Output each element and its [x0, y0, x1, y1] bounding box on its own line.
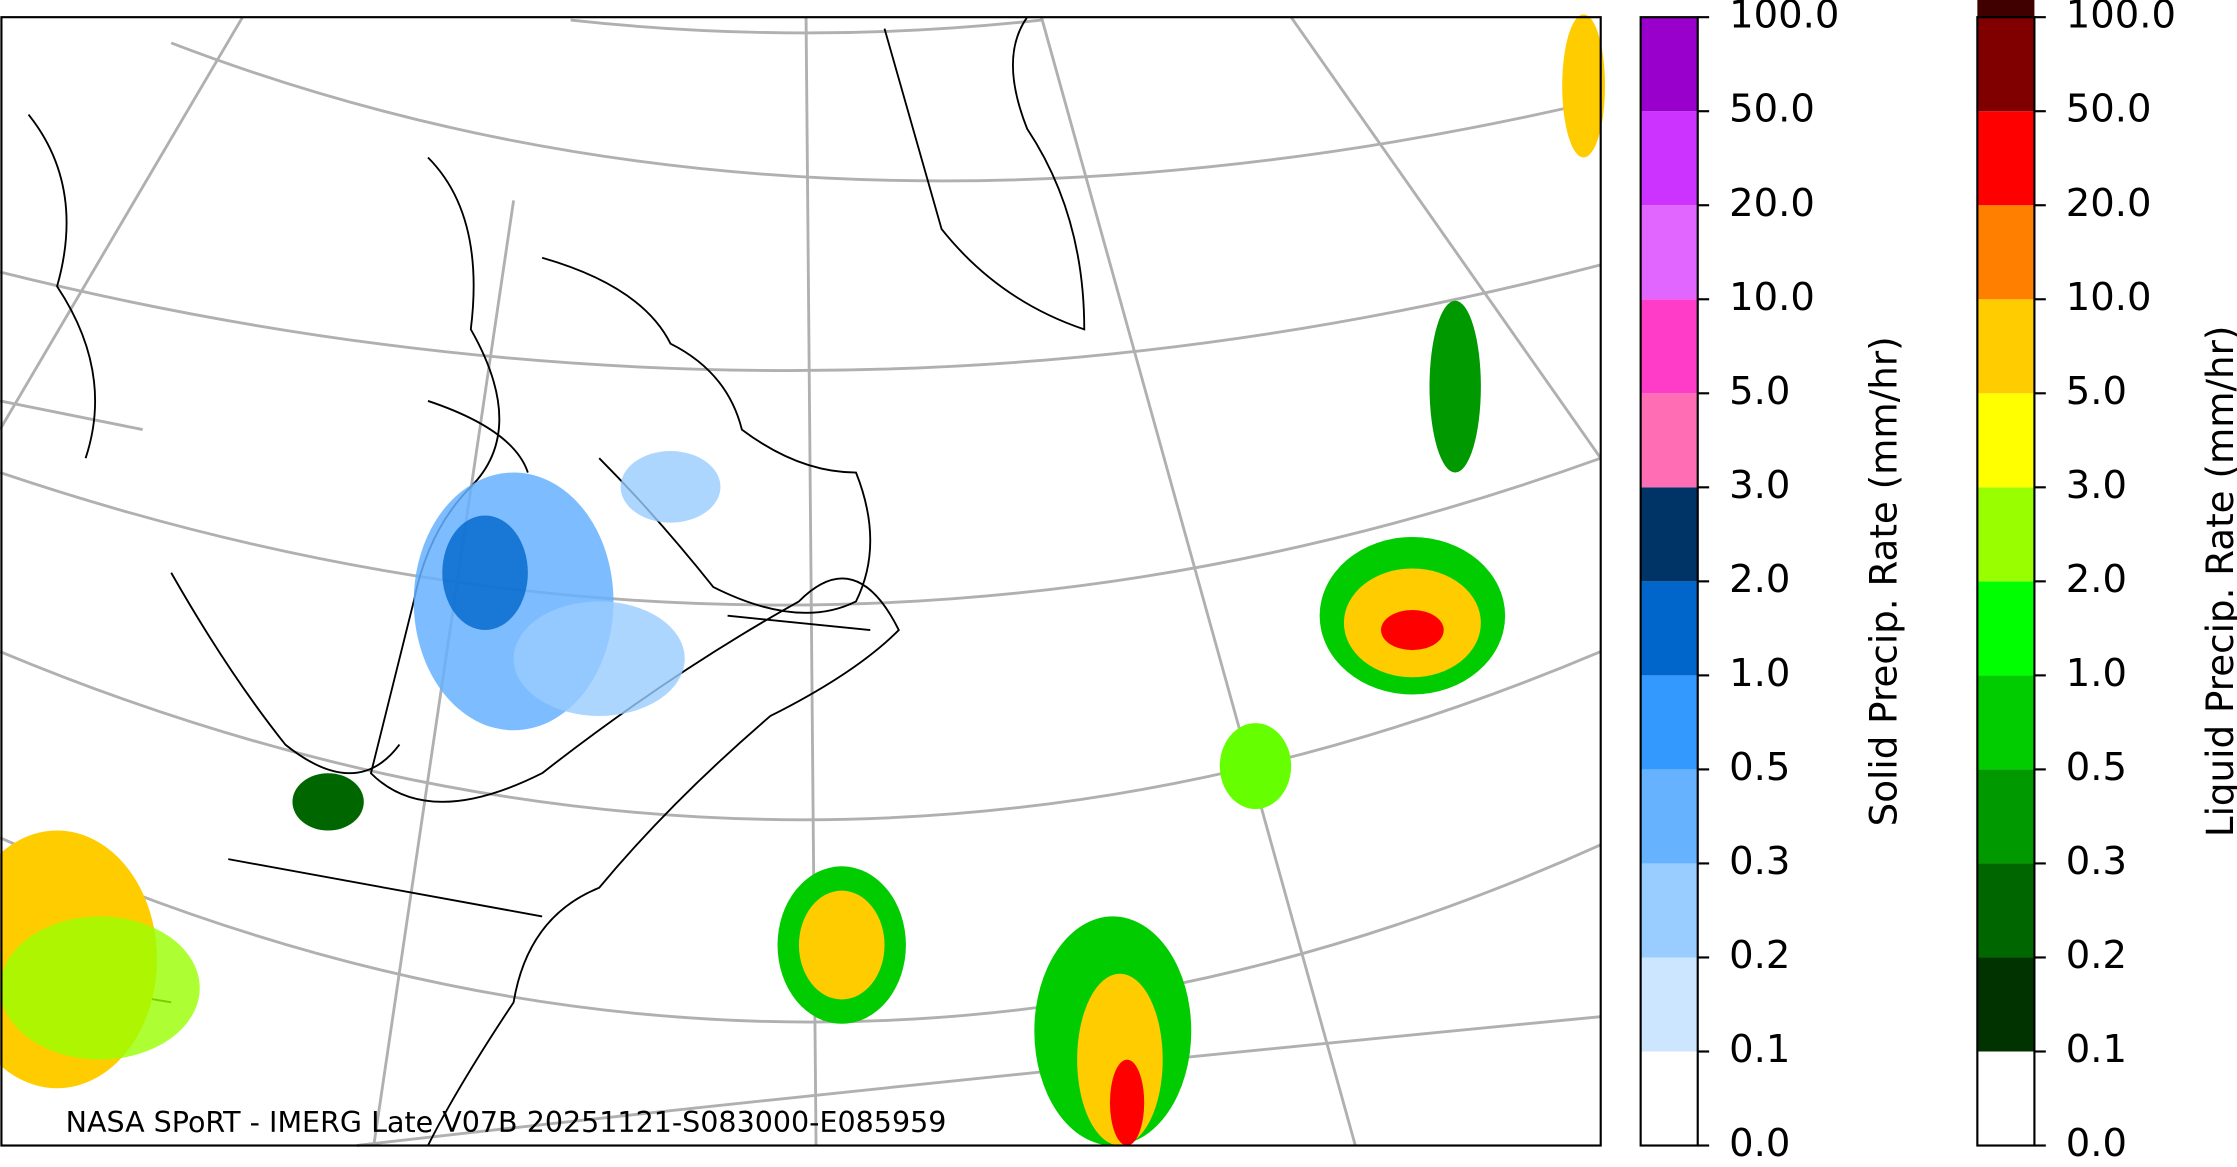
- color-segment: [1640, 863, 1698, 958]
- color-segment: [1977, 863, 2035, 958]
- color-segment: [1640, 111, 1698, 206]
- tick-label: 10.0: [2066, 275, 2152, 320]
- color-segment: [1977, 0, 2035, 18]
- tick-label: 100.0: [2066, 0, 2176, 38]
- tick-label: 50.0: [1729, 87, 1815, 132]
- tick-label: 50.0: [2066, 87, 2152, 132]
- tick-label: 0.1: [1729, 1027, 1790, 1072]
- tick-label: 20.0: [2066, 181, 2152, 226]
- tick-label: 0.1: [2066, 1027, 2127, 1072]
- tick-label: 0.2: [2066, 933, 2127, 978]
- color-segment: [1640, 205, 1698, 300]
- tick-label: 1.0: [1729, 651, 1790, 696]
- tick-label: 5.0: [1729, 369, 1790, 414]
- color-segment: [1977, 581, 2035, 676]
- colorbar-label: Liquid Precip. Rate (mm/hr): [2199, 326, 2237, 838]
- precipitation: [0, 14, 1605, 1146]
- tick-label: 2.0: [2066, 557, 2127, 602]
- color-segment: [1977, 1051, 2035, 1146]
- color-segment: [1977, 17, 2035, 112]
- color-segment: [1640, 393, 1698, 488]
- colorbar: 0.0 0.1 0.2 0.3 0.5 1.0 2.0 3.0 5.0 10.0 20.0 50.0 1…: [1639, 0, 1906, 1166]
- tick-label: 0.2: [1729, 933, 1790, 978]
- tick-label: 10.0: [1729, 275, 1815, 320]
- color-segment: [1640, 487, 1698, 582]
- tick-label: 100.0: [1729, 0, 1839, 38]
- tick-label: 20.0: [1729, 181, 1815, 226]
- caption: NASA SPoRT - IMERG Late V07B 20251121-S0…: [66, 1105, 947, 1139]
- color-segment: [1640, 17, 1698, 112]
- color-segment: [1977, 111, 2035, 206]
- color-segment: [1640, 769, 1698, 864]
- tick-label: 3.0: [2066, 463, 2127, 508]
- tick-label: 2.0: [1729, 557, 1790, 602]
- map: NASA SPoRT - IMERG Late V07B 20251121-S0…: [0, 14, 1605, 1147]
- color-segment: [1640, 299, 1698, 394]
- colorbar: 0.0 0.1 0.2 0.3 0.5 1.0 2.0 3.0 5.0 10.0 20.0 50.0 1…: [1976, 0, 2237, 1166]
- tick-label: 0.5: [2066, 745, 2127, 790]
- color-segment: [1640, 1051, 1698, 1146]
- colorbars: 0.0 0.1 0.2 0.3 0.5 1.0 2.0 3.0 5.0 10.0 20.0 50.0 1…: [1639, 0, 2237, 1166]
- color-segment: [1977, 675, 2035, 770]
- tick-label: 0.5: [1729, 745, 1790, 790]
- map-frame: [0, 16, 1602, 1147]
- tick-label: 0.3: [2066, 839, 2127, 884]
- tick-label: 3.0: [1729, 463, 1790, 508]
- colorbar-label: Solid Precip. Rate (mm/hr): [1863, 336, 1906, 826]
- color-segment: [1977, 299, 2035, 394]
- color-segment: [1640, 675, 1698, 770]
- tick-label: 5.0: [2066, 369, 2127, 414]
- tick-label: 0.0: [2066, 1121, 2127, 1166]
- color-segment: [1977, 487, 2035, 582]
- color-segment: [1977, 769, 2035, 864]
- color-segment: [1977, 393, 2035, 488]
- tick-label: 0.0: [1729, 1121, 1790, 1166]
- tick-label: 0.3: [1729, 839, 1790, 884]
- color-segment: [1977, 205, 2035, 300]
- color-segment: [1640, 957, 1698, 1052]
- color-segment: [1977, 957, 2035, 1052]
- tick-label: 1.0: [2066, 651, 2127, 696]
- color-segment: [1640, 581, 1698, 676]
